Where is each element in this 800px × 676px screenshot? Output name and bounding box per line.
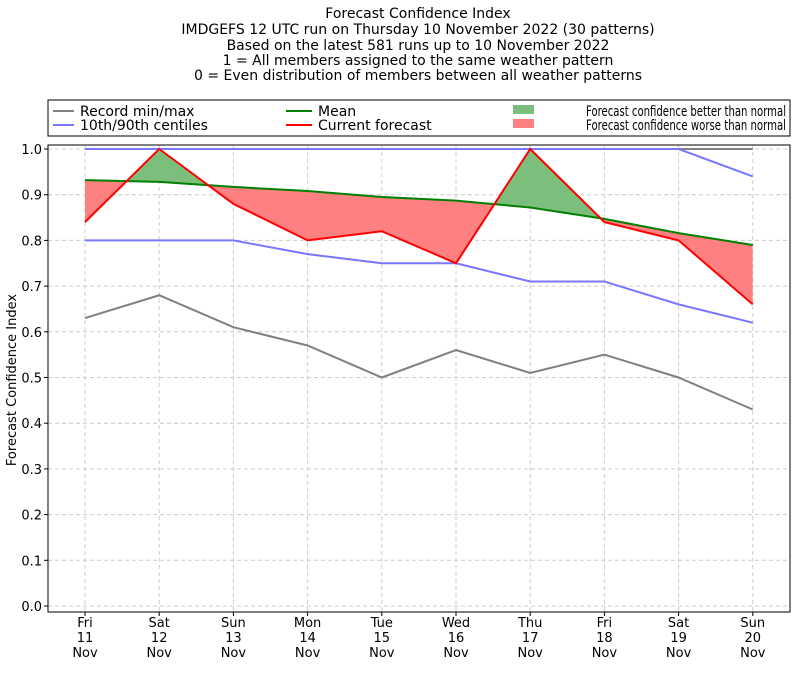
x-tick-label: Nov (369, 646, 395, 661)
x-tick-label: Nov (592, 646, 618, 661)
legend-label-current: Current forecast (318, 118, 432, 134)
legend-label-record: Record min/max (80, 104, 194, 120)
y-tick-label: 0.8 (21, 234, 42, 249)
title-line-3: Based on the latest 581 runs up to 10 No… (227, 38, 610, 54)
y-axis-label: Forecast Confidence Index (5, 294, 20, 466)
x-tick-label: 11 (77, 631, 94, 646)
title-line-4: 1 = All members assigned to the same wea… (223, 53, 614, 69)
y-tick-label: 0.2 (21, 509, 42, 524)
x-tick-label: 13 (225, 631, 242, 646)
y-tick-label: 0.4 (21, 417, 42, 432)
x-tick-label: Sun (740, 616, 765, 631)
chart-title: Forecast Confidence Index IMDGEFS 12 UTC… (181, 6, 654, 84)
x-tick-label: Nov (443, 646, 469, 661)
fill-worse-than-normal (85, 180, 753, 305)
x-tick-label: Mon (294, 616, 321, 631)
y-tick-label: 0.1 (21, 554, 42, 569)
record-min-line (84, 294, 754, 411)
legend-label-mean: Mean (318, 104, 356, 120)
title-line-5: 0 = Even distribution of members between… (194, 68, 642, 84)
title-line-2: IMDGEFS 12 UTC run on Thursday 10 Novemb… (181, 22, 654, 38)
x-tick-label: Wed (442, 616, 470, 631)
x-tick-label: Nov (221, 646, 247, 661)
x-tick-label: 14 (299, 631, 316, 646)
y-tick-label: 0.7 (21, 280, 42, 295)
x-tick-label: Nov (518, 646, 544, 661)
x-tick-label: 20 (745, 631, 762, 646)
legend-label-worse: Forecast confidence worse than normal (586, 118, 786, 134)
y-tick-label: 0.3 (21, 463, 42, 478)
y-tick-label: 1.0 (21, 143, 42, 158)
legend-box (47, 99, 791, 137)
x-tick-label: Sat (668, 616, 689, 631)
legend-label-centiles: 10th/90th centiles (80, 118, 208, 134)
legend-label-better: Forecast confidence better than normal (586, 104, 786, 120)
x-tick-label: Nov (147, 646, 173, 661)
plot-frame (47, 144, 791, 613)
legend-swatch-worse (513, 119, 534, 128)
x-tick-label: 17 (522, 631, 539, 646)
x-tick-label: 19 (670, 631, 687, 646)
mean-line (84, 179, 753, 246)
y-tick-label: 0.0 (21, 600, 42, 615)
x-tick-label: 18 (596, 631, 613, 646)
x-tick-label: 16 (448, 631, 465, 646)
x-tick-label: Fri (77, 616, 93, 631)
x-tick-label: Nov (72, 646, 98, 661)
legend-swatch-better (513, 105, 534, 114)
x-tick-label: Fri (597, 616, 613, 631)
legend: Record min/max 10th/90th centiles Mean C… (47, 99, 791, 137)
x-tick-label: Sun (221, 616, 246, 631)
x-tick-label: Nov (740, 646, 766, 661)
y-tick-label: 0.9 (21, 189, 42, 204)
x-tick-label: 12 (151, 631, 168, 646)
x-tick-label: Tue (370, 616, 393, 631)
x-tick-label: Sat (149, 616, 170, 631)
x-tick-label: Thu (517, 616, 542, 631)
centile-90-line (85, 148, 754, 178)
x-tick-label: 15 (374, 631, 391, 646)
centile-10-line (85, 239, 754, 324)
current-forecast-line (84, 147, 754, 306)
y-tick-label: 0.6 (21, 326, 42, 341)
x-tick-label: Nov (295, 646, 321, 661)
y-tick-label: 0.5 (21, 372, 42, 387)
x-tick-label: Nov (666, 646, 692, 661)
title-line-1: Forecast Confidence Index (325, 6, 510, 22)
